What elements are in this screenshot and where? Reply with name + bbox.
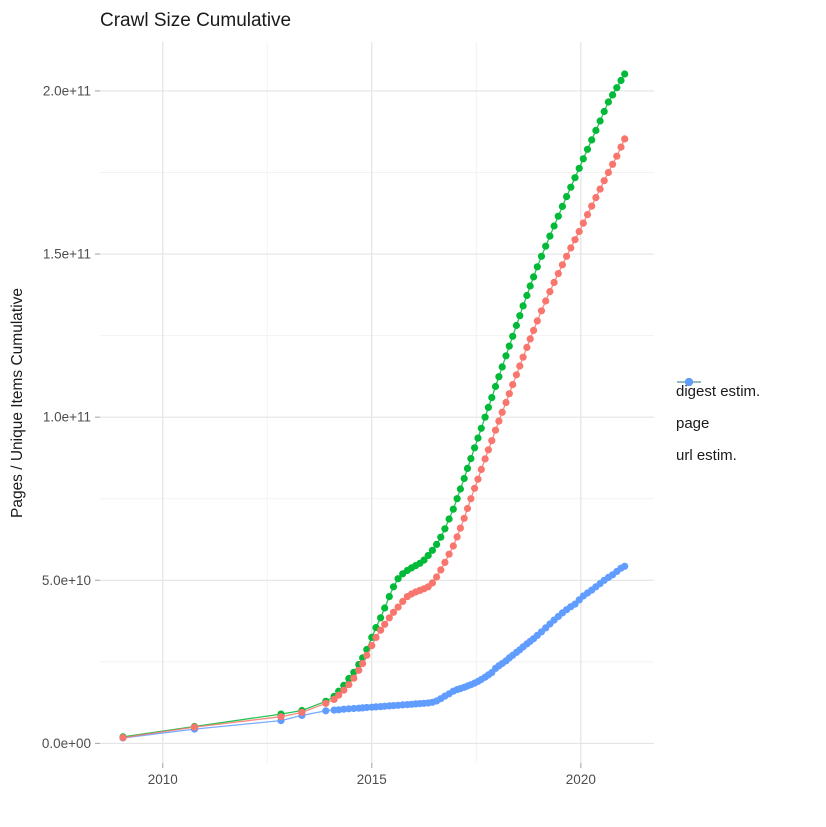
series-page [119,70,629,741]
y-tick-label: 0.0e+00 [42,736,91,751]
y-tick-label: 1.5e+11 [43,247,91,262]
legend-item-url-estim: url estim. [676,378,760,471]
grid-major-lines [100,42,654,763]
legend-key-url-line-dot-icon [677,378,701,386]
grid-minor-lines [100,42,654,763]
legend: digest estim. page url estim. [676,375,760,471]
y-tick-label: 5.0e+10 [42,573,91,588]
legend-label: digest estim. [676,382,761,400]
y-tick-label: 2.0e+11 [43,83,91,98]
legend-item-page: page [676,378,760,439]
x-tick-label: 2020 [566,772,596,787]
y-tick-label: 1.0e+11 [43,410,91,425]
x-tick-label: 2015 [357,772,387,787]
data-series [119,70,629,742]
y-axis-title: Pages / Unique Items Cumulative [9,288,26,518]
series-url-estim- [119,562,629,742]
x-tick-label: 2010 [148,772,178,787]
chart-title: Crawl Size Cumulative [100,10,291,31]
legend-label: page [676,414,710,432]
axis-tick-marks [95,90,582,768]
legend-label: url estim. [676,446,737,464]
series-digest-estim- [119,135,629,742]
axis-tick-labels: 2010 2015 2020 0.0e+00 5.0e+10 1.0e+11 1.5e+11… [42,83,596,787]
